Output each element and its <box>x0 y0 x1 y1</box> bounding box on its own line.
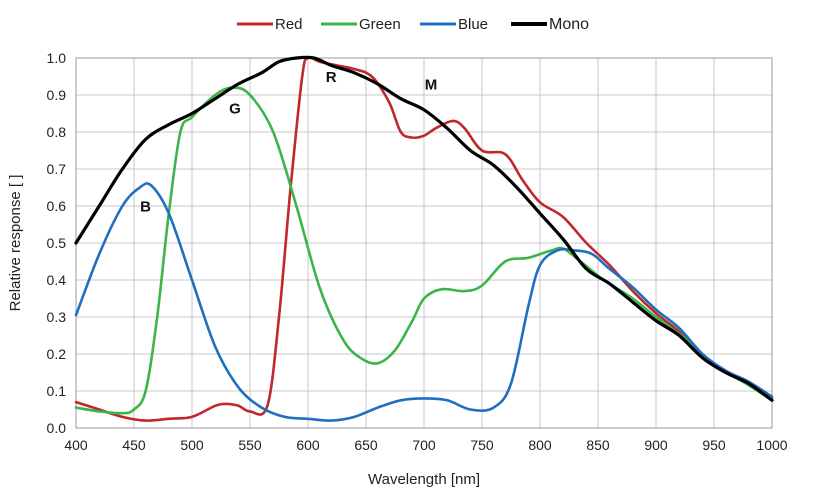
y-tick-label: 0.8 <box>47 124 67 140</box>
curve-annotations: R G B M <box>140 69 437 216</box>
y-tick-label: 0.2 <box>47 346 67 362</box>
y-tick-label: 0.1 <box>47 383 67 399</box>
y-tick-label: 0.0 <box>47 420 67 436</box>
y-tick-label: 0.3 <box>47 309 67 325</box>
y-tick-label: 1.0 <box>47 50 67 66</box>
y-tick-label: 0.6 <box>47 198 67 214</box>
y-tick-label: 0.4 <box>47 272 67 288</box>
y-axis-ticks: 0.0 0.1 0.2 0.3 0.4 0.5 0.6 0.7 0.8 0.9 1.0 <box>47 50 67 436</box>
legend-label-red: Red <box>275 16 303 33</box>
x-tick-label: 850 <box>586 437 610 453</box>
annotation-m: M <box>425 76 438 93</box>
x-tick-label: 700 <box>412 437 436 453</box>
annotation-b: B <box>140 199 151 216</box>
annotation-g: G <box>229 101 241 118</box>
x-tick-label: 1000 <box>756 437 787 453</box>
series-line-mono <box>74 55 774 402</box>
chart-legend: Red Green Blue Mono <box>237 16 589 33</box>
annotation-r: R <box>326 69 337 86</box>
x-axis-title: Wavelength [nm] <box>368 471 480 488</box>
x-tick-label: 800 <box>528 437 552 453</box>
x-axis-ticks: 400 450 500 550 600 650 700 750 800 850 900 950 1000 <box>64 437 787 453</box>
y-tick-label: 0.9 <box>47 87 67 103</box>
x-tick-label: 650 <box>354 437 378 453</box>
x-tick-label: 900 <box>644 437 668 453</box>
x-tick-label: 600 <box>296 437 320 453</box>
legend-label-mono: Mono <box>549 16 589 33</box>
x-tick-label: 450 <box>122 437 146 453</box>
legend-label-green: Green <box>359 16 401 33</box>
legend-label-blue: Blue <box>458 16 488 33</box>
y-axis-title: Relative response [ ] <box>7 175 24 312</box>
series-line-blue <box>74 182 774 422</box>
y-tick-label: 0.5 <box>47 235 67 251</box>
x-tick-label: 400 <box>64 437 88 453</box>
y-tick-label: 0.7 <box>47 161 67 177</box>
x-tick-label: 550 <box>238 437 262 453</box>
chart-series <box>74 55 774 422</box>
x-tick-label: 950 <box>702 437 726 453</box>
x-tick-label: 500 <box>180 437 204 453</box>
x-tick-label: 750 <box>470 437 494 453</box>
